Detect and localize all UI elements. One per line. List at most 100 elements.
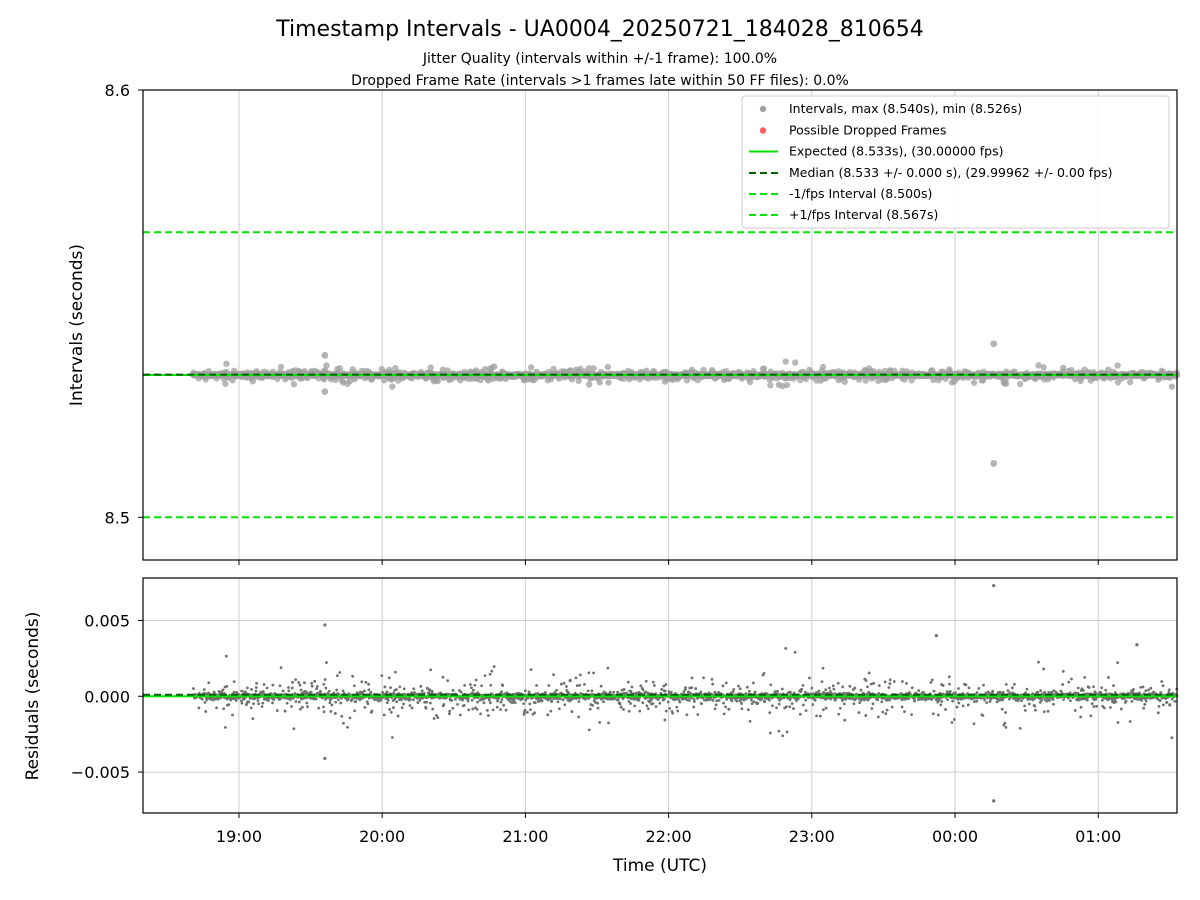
- residual-point: [249, 706, 253, 710]
- residual-point: [314, 697, 318, 701]
- residual-point: [591, 704, 594, 707]
- residual-point: [867, 671, 871, 675]
- residual-point: [724, 681, 728, 685]
- residual-point: [212, 690, 216, 694]
- residual-point: [775, 706, 778, 710]
- residual-point: [864, 714, 868, 717]
- residual-point: [281, 689, 285, 693]
- residual-point: [411, 698, 415, 702]
- residual-point: [800, 687, 804, 691]
- residual-point: [722, 712, 726, 716]
- residual-point: [298, 707, 302, 711]
- chart-subtitle-jitter: Jitter Quality (intervals within +/-1 fr…: [422, 51, 777, 67]
- residual-point: [224, 654, 228, 658]
- residual-point: [793, 650, 797, 654]
- residual-point: [225, 685, 229, 688]
- residual-point: [231, 713, 234, 717]
- residual-point: [290, 705, 293, 708]
- residual-point: [788, 698, 792, 702]
- residual-point: [727, 707, 731, 711]
- residual-point: [456, 703, 459, 706]
- residual-point: [234, 698, 238, 702]
- residual-point: [448, 709, 452, 713]
- residual-point: [641, 701, 645, 705]
- residual-point: [776, 690, 779, 693]
- residual-point: [472, 688, 475, 692]
- residual-point: [504, 708, 508, 712]
- residual-point: [841, 685, 845, 689]
- residual-point: [552, 673, 555, 677]
- residual-point: [690, 676, 694, 680]
- residual-point: [523, 708, 527, 712]
- residual-point: [467, 708, 471, 712]
- residual-point: [310, 681, 313, 685]
- residual-point: [763, 700, 767, 704]
- residual-point: [619, 705, 623, 709]
- residual-point: [385, 690, 389, 694]
- residual-point: [327, 689, 331, 693]
- residual-point: [831, 684, 835, 688]
- residual-point: [416, 701, 420, 704]
- interval-point: [585, 365, 593, 372]
- residual-point: [702, 676, 705, 680]
- residual-point: [622, 687, 626, 691]
- residual-point: [730, 699, 734, 703]
- residual-point: [535, 683, 538, 687]
- residual-point: [339, 701, 343, 705]
- residual-point: [884, 712, 888, 715]
- residual-point: [410, 706, 414, 710]
- residual-point: [202, 688, 206, 691]
- residual-point: [386, 698, 390, 702]
- interval-point: [1002, 380, 1010, 387]
- residual-point: [303, 681, 306, 685]
- residual-point: [257, 702, 261, 706]
- residual-point: [267, 699, 270, 702]
- residual-point: [474, 678, 478, 682]
- residual-point: [828, 686, 831, 690]
- residual-point: [385, 701, 389, 705]
- residual-point: [419, 684, 423, 688]
- residual-point: [309, 691, 313, 694]
- residual-point: [387, 676, 391, 680]
- residual-point: [578, 683, 582, 687]
- residual-point: [262, 683, 266, 686]
- residual-point: [890, 705, 894, 709]
- residual-point: [489, 683, 493, 687]
- residual-point: [836, 681, 840, 685]
- residual-point: [223, 725, 227, 729]
- interval-point: [767, 382, 774, 389]
- residual-point: [843, 702, 846, 706]
- residual-point: [768, 711, 772, 715]
- residual-point: [470, 698, 474, 702]
- residual-point: [869, 682, 873, 686]
- residual-point: [523, 689, 527, 693]
- residual-point: [694, 687, 698, 690]
- residual-point: [769, 683, 773, 687]
- residual-point: [651, 680, 655, 684]
- residual-point: [692, 705, 696, 709]
- residual-point: [398, 685, 402, 689]
- residual-point: [629, 702, 632, 705]
- residual-point: [801, 683, 805, 687]
- residual-point: [692, 700, 696, 703]
- residual-point: [454, 697, 457, 701]
- residual-point: [843, 718, 847, 722]
- residual-point: [853, 686, 857, 690]
- residual-point: [569, 678, 572, 682]
- residual-point: [820, 680, 824, 684]
- residual-point: [353, 709, 357, 713]
- residual-point: [616, 690, 620, 694]
- residual-point: [687, 699, 691, 702]
- residual-point: [556, 700, 560, 704]
- residual-point: [425, 700, 429, 704]
- residual-point: [402, 702, 405, 706]
- residual-point: [323, 678, 327, 681]
- residual-point: [396, 714, 400, 718]
- interval-point: [434, 377, 442, 385]
- interval-point: [323, 362, 330, 369]
- residual-point: [400, 698, 403, 702]
- residual-point: [533, 711, 536, 715]
- residual-point: [215, 706, 218, 710]
- residual-point: [883, 680, 887, 684]
